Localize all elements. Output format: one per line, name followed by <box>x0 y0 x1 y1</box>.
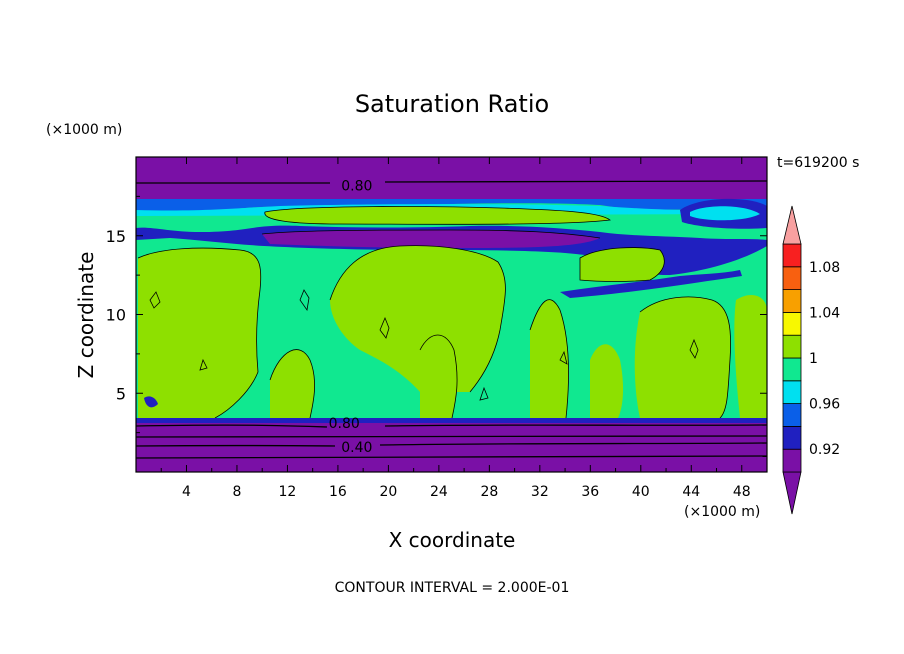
contour-interval-footer: CONTOUR INTERVAL = 2.000E-01 <box>335 580 570 596</box>
x-tick-label: 28 <box>480 484 498 500</box>
upper-right-blob-inner <box>690 206 760 221</box>
cloud-column-e <box>734 295 767 418</box>
band-lower-blue <box>136 418 767 423</box>
contour-label: 0.80 <box>341 178 372 194</box>
cloud-column-d <box>420 335 458 418</box>
x-tick-label: 20 <box>379 484 397 500</box>
cloud-mass-right <box>634 296 731 418</box>
contour-lines <box>136 180 767 459</box>
cloud-column-c <box>590 344 624 418</box>
left-edge-dry-spot <box>144 396 158 408</box>
dry-streak-right <box>560 270 742 298</box>
y-axis-label: Z coordinate <box>74 252 98 379</box>
x-tick-label: 44 <box>682 484 700 500</box>
x-tick-label: 32 <box>531 484 549 500</box>
x-unit-label: (×1000 m) <box>684 504 760 520</box>
cloud-column-a <box>270 349 315 418</box>
y-unit-label: (×1000 m) <box>46 122 122 138</box>
y-tick-label: 10 <box>106 306 126 325</box>
cloud-contour-texture <box>137 206 732 419</box>
y-tick-label: 15 <box>106 227 126 246</box>
x-tick-label: 12 <box>279 484 297 500</box>
colorbar-band <box>782 289 802 313</box>
band-top-dry <box>136 157 767 199</box>
colorbar-tick-label: 0.92 <box>809 442 840 458</box>
x-tick-label: 48 <box>733 484 751 500</box>
x-tick-label: 40 <box>632 484 650 500</box>
x-tick-label: 24 <box>430 484 448 500</box>
band-mid-dry-core <box>262 230 600 248</box>
contour-label: 0.80 <box>329 416 360 432</box>
colorbar-band <box>782 448 802 473</box>
colorbar-band <box>782 357 802 382</box>
colorbar-band <box>782 266 802 290</box>
cloud-mass-center <box>330 245 506 392</box>
x-tick-label: 16 <box>329 484 347 500</box>
x-axis-ticks: 4 8 12 16 20 24 28 32 36 40 44 48 <box>160 157 751 500</box>
colorbar-upper-extension <box>782 205 802 245</box>
colorbar-band <box>782 403 802 427</box>
x-axis-label: X coordinate <box>389 528 516 552</box>
colorbar-tick-label: 1.08 <box>809 260 840 276</box>
cloud-mass-upper-right <box>580 247 665 282</box>
plot-field: 0.80 0.80 0.40 <box>136 157 767 472</box>
contour-label: 0.40 <box>341 440 372 456</box>
colorbar-lower-extension <box>782 471 802 515</box>
colorbar: 0.92 0.96 1 1.04 1.08 <box>782 205 840 515</box>
cloud-mass-left <box>138 248 261 418</box>
colorbar-tick-label: 1 <box>809 351 818 367</box>
x-tick-label: 8 <box>232 484 241 500</box>
y-tick-label: 5 <box>116 384 126 403</box>
colorbar-tick-label: 0.96 <box>809 397 840 413</box>
y-axis-ticks: 5 10 15 <box>106 195 767 434</box>
cloud-column-b <box>530 299 569 418</box>
colorbar-band <box>782 334 802 359</box>
contour-label-layer: 0.80 0.80 0.40 <box>329 178 373 456</box>
x-tick-label: 36 <box>581 484 599 500</box>
colorbar-band <box>782 425 802 450</box>
colorbar-band <box>782 243 802 268</box>
band-lower-dry <box>136 423 767 472</box>
x-tick-label: 4 <box>182 484 191 500</box>
colorbar-band <box>782 380 802 404</box>
band-upper-blue <box>136 199 767 212</box>
time-label: t=619200 s <box>777 155 859 171</box>
upper-cloud-green <box>264 206 610 225</box>
colorbar-band <box>782 311 802 336</box>
colorbar-tick-label: 1.04 <box>809 305 840 321</box>
chart-title: Saturation Ratio <box>355 90 549 118</box>
